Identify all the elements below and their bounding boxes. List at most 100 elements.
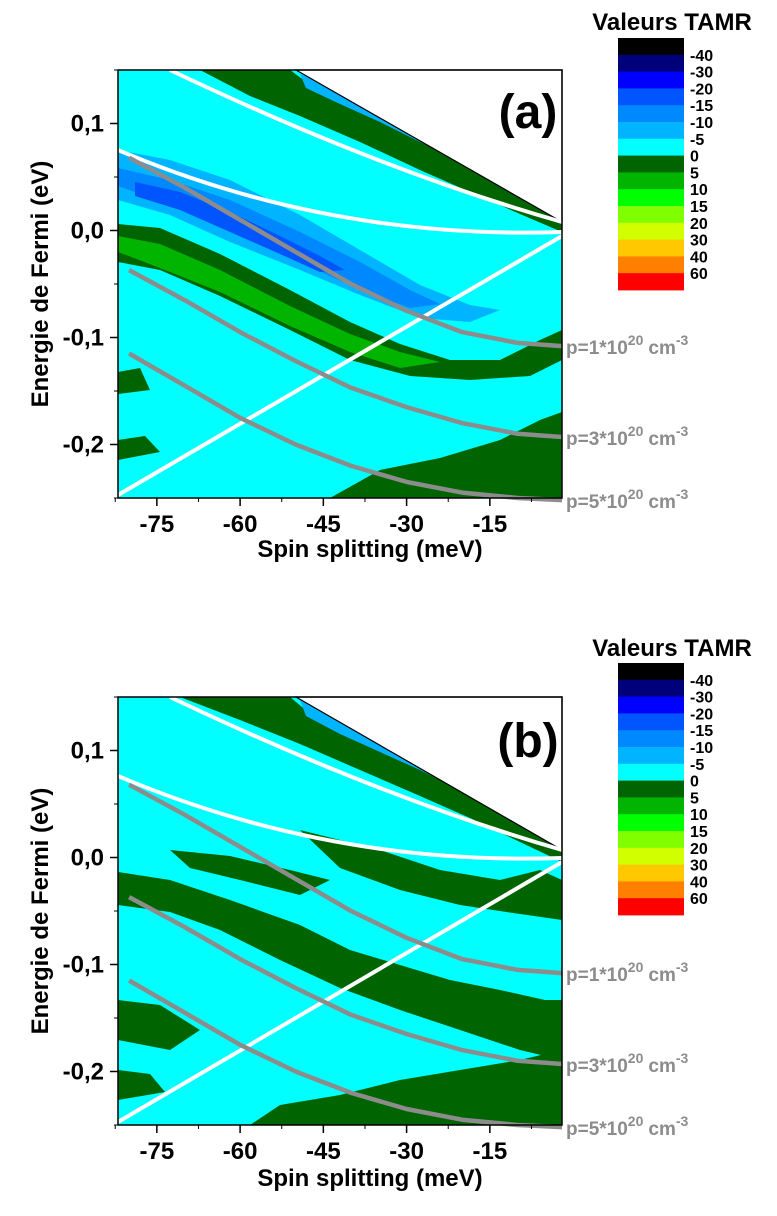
colorbar-level-label: -30: [690, 65, 713, 82]
colorbar-swatch: [618, 273, 684, 291]
x-tick-label: -45: [306, 1138, 341, 1165]
colorbar-level-label: -40: [690, 673, 713, 690]
colorbar-swatch: [618, 881, 684, 899]
y-tick-label: -0,1: [63, 325, 104, 352]
colorbar-level-label: 0: [690, 149, 699, 166]
colorbar-level-label: -10: [690, 740, 713, 757]
colorbar-level-label: -15: [690, 723, 713, 740]
panel-b: -75 -60 -45 -30 -15 0,1 0,0 -0,1 -0,2 Spin spli…: [27, 635, 752, 1192]
colorbar-swatch: [618, 898, 684, 916]
colorbar-swatch: [618, 189, 684, 207]
density-label: p=1*1020 cm-3: [566, 332, 689, 359]
y-axis-label: Energie de Fermi (eV): [27, 788, 54, 1035]
colorbar-swatch: [618, 239, 684, 257]
colorbar: Valeurs TAMR -40-30-20-15-10-505101520304…: [592, 635, 752, 916]
colorbar-swatch: [618, 780, 684, 798]
colorbar-level-label: 40: [690, 874, 708, 891]
panel-label: (a): [499, 86, 558, 139]
x-tick-label: -60: [223, 511, 258, 538]
colorbar-swatch: [618, 122, 684, 140]
colorbar-swatch: [618, 713, 684, 731]
colorbar-level-label: 20: [690, 841, 708, 858]
x-tick-label: -75: [140, 511, 175, 538]
panel-a: -75 -60 -45 -30 -15 0,1 0,0 -0,1 -0,2 Spin spli…: [27, 9, 752, 563]
colorbar-title: Valeurs TAMR: [592, 635, 752, 662]
colorbar-swatch: [618, 105, 684, 123]
colorbar-swatch: [618, 54, 684, 72]
x-tick-label: -15: [473, 1138, 508, 1165]
colorbar-level-label: 15: [690, 824, 708, 841]
band-curve-middle: [117, 148, 563, 235]
colorbar-level-label: 10: [690, 182, 708, 199]
colorbar: Valeurs TAMR -40-30-20-15-10-505101520304…: [592, 9, 752, 291]
colorbar-swatch: [618, 38, 684, 56]
colorbar-level-label: 30: [690, 233, 708, 250]
colorbar-level-label: -20: [690, 81, 713, 98]
band-curve-diagonal: [116, 234, 564, 497]
colorbar-swatch: [618, 847, 684, 865]
y-tick-label: -0,1: [63, 952, 104, 979]
x-ticks: -75 -60 -45 -30 -15: [114, 498, 532, 538]
density-curve: [127, 351, 563, 503]
density-curve: [127, 978, 563, 1130]
tamr-region-negative: [118, 150, 500, 322]
colorbar-swatch: [618, 663, 684, 681]
y-ticks: 0,1 0,0 -0,1 -0,2: [63, 696, 118, 1126]
colorbar-swatch: [618, 172, 684, 190]
colorbar-level-label: -15: [690, 98, 713, 115]
x-tick-label: -30: [389, 511, 424, 538]
y-tick-label: -0,2: [63, 1059, 104, 1086]
colorbar-swatch: [618, 679, 684, 697]
colorbar-level-label: 60: [690, 891, 708, 908]
colorbar-level-label: 60: [690, 266, 708, 283]
density-label: p=5*1020 cm-3: [566, 1113, 689, 1140]
colorbar-swatch: [618, 71, 684, 89]
colorbar-swatch: [618, 222, 684, 240]
y-tick-label: 0,0: [71, 845, 104, 872]
x-tick-label: -45: [306, 511, 341, 538]
colorbar-swatch: [618, 138, 684, 156]
density-curves: [127, 155, 563, 503]
y-tick-label: 0,0: [71, 218, 104, 245]
y-tick-label: -0,2: [63, 432, 104, 459]
colorbar-swatch: [618, 696, 684, 714]
colorbar-level-label: -30: [690, 690, 713, 707]
density-curves: [127, 782, 563, 1130]
heatmap-area: [118, 69, 563, 498]
tamr-region-positive: [200, 70, 562, 232]
tamr-region-positive: [118, 224, 562, 380]
colorbar-level-label: 10: [690, 807, 708, 824]
density-curve: [128, 155, 563, 349]
x-tick-label: -30: [389, 1138, 424, 1165]
density-label: p=3*1020 cm-3: [566, 1050, 689, 1077]
colorbar-level-label: -5: [690, 132, 704, 149]
density-label: p=1*1020 cm-3: [566, 959, 689, 986]
tamr-region-positive: [170, 850, 330, 895]
density-labels: p=1*1020 cm-3 p=3*1020 cm-3 p=5*1020 cm-3: [566, 959, 689, 1140]
y-ticks: 0,1 0,0 -0,1 -0,2: [63, 69, 118, 499]
colorbar-swatch: [618, 864, 684, 882]
colorbar-level-label: -10: [690, 115, 713, 132]
band-curves: [116, 68, 564, 497]
x-axis-label: Spin splitting (meV): [257, 536, 482, 563]
density-labels: p=1*1020 cm-3 p=3*1020 cm-3 p=5*1020 cm-3: [566, 332, 689, 513]
heatmap-area: [118, 696, 563, 1125]
band-curve-middle: [117, 774, 563, 861]
x-tick-label: -75: [140, 1138, 175, 1165]
x-ticks: -75 -60 -45 -30 -15: [114, 1125, 532, 1165]
colorbar-level-label: 15: [690, 199, 708, 216]
colorbar-swatch: [618, 206, 684, 224]
colorbar-level-label: 5: [690, 165, 699, 182]
tamr-region-positive: [118, 1070, 165, 1100]
colorbar-level-label: 30: [690, 858, 708, 875]
tamr-region-positive: [118, 872, 562, 1060]
x-tick-label: -15: [473, 511, 508, 538]
colorbar-swatch: [618, 763, 684, 781]
tamr-region-positive: [118, 368, 150, 394]
band-curve-diagonal: [116, 860, 564, 1124]
colorbar-level-label: -20: [690, 706, 713, 723]
band-curves: [116, 695, 564, 1124]
density-curve: [128, 782, 563, 976]
colorbar-level-label: -5: [690, 757, 704, 774]
band-curve-upper: [169, 68, 563, 224]
